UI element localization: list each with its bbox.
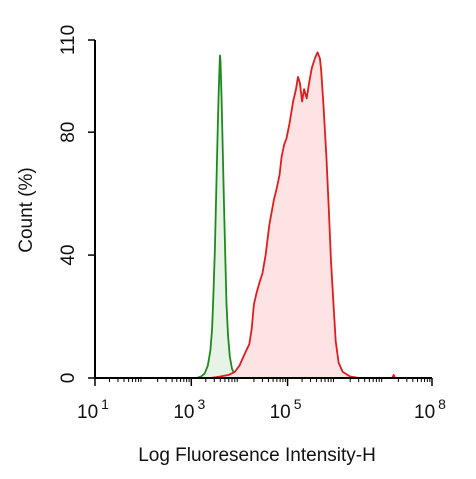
x-tick-label: 10 3 <box>173 396 205 423</box>
y-tick-label: 110 <box>58 25 79 55</box>
series-layer <box>196 51 403 379</box>
y-tick-label: 80 <box>58 122 79 143</box>
x-tick-label: 10 5 <box>270 396 302 423</box>
y-tick-label-group: 0 <box>58 373 79 384</box>
series-0-line <box>196 54 239 379</box>
y-axis-label: Count (%) <box>16 167 37 253</box>
series-1-area <box>210 52 403 379</box>
y-tick-label: 0 <box>58 373 79 384</box>
y-tick-label-group: 40 <box>58 245 79 266</box>
x-axis-label: Log Fluoresence Intensity-H <box>138 445 376 466</box>
y-tick-label-group: 110 <box>58 25 79 55</box>
x-tick-label: 10 1 <box>77 396 109 423</box>
series-0-area <box>196 55 239 379</box>
y-tick-label-group: 80 <box>58 122 79 143</box>
series-1-line <box>210 51 403 379</box>
axes-layer <box>94 40 432 379</box>
ticks-layer: 0 40 80 110 10 1 10 3 10 5 10 8 <box>58 25 446 423</box>
x-tick-label: 10 8 <box>414 396 446 423</box>
y-tick-label: 40 <box>58 245 79 266</box>
